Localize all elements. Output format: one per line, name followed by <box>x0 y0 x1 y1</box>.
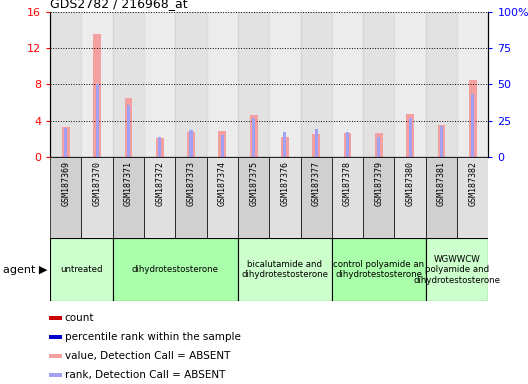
Bar <box>332 12 363 157</box>
Bar <box>238 157 269 238</box>
Bar <box>313 134 320 157</box>
Bar <box>252 118 255 157</box>
Bar <box>471 94 474 157</box>
Bar <box>158 137 161 157</box>
Bar <box>378 137 380 157</box>
Text: agent ▶: agent ▶ <box>3 265 48 275</box>
Bar <box>440 126 443 157</box>
Text: count: count <box>64 313 94 323</box>
Bar <box>50 157 81 238</box>
Bar <box>457 12 488 157</box>
Text: GSM187369: GSM187369 <box>61 161 70 207</box>
Bar <box>332 157 363 238</box>
Bar <box>250 114 258 157</box>
Text: GSM187372: GSM187372 <box>155 161 164 207</box>
Text: GSM187370: GSM187370 <box>92 161 101 207</box>
Bar <box>332 238 426 301</box>
Bar <box>49 354 62 358</box>
Text: GSM187378: GSM187378 <box>343 161 352 207</box>
Bar <box>125 98 133 157</box>
Bar <box>469 80 477 157</box>
Bar <box>363 157 394 238</box>
Bar <box>219 131 226 157</box>
Bar <box>457 157 488 238</box>
Text: GDS2782 / 216968_at: GDS2782 / 216968_at <box>50 0 188 10</box>
Bar <box>394 157 426 238</box>
Bar <box>281 137 289 157</box>
Bar <box>49 372 62 377</box>
Text: GSM187377: GSM187377 <box>312 161 320 207</box>
Bar <box>127 106 130 157</box>
Bar <box>113 238 238 301</box>
Bar <box>156 138 164 157</box>
Bar <box>426 238 488 301</box>
Bar <box>300 12 332 157</box>
Text: GSM187376: GSM187376 <box>280 161 289 207</box>
Bar <box>438 124 445 157</box>
Bar <box>426 157 457 238</box>
Text: GSM187380: GSM187380 <box>406 161 414 207</box>
Bar <box>221 135 224 157</box>
Text: GSM187373: GSM187373 <box>186 161 195 207</box>
Bar <box>344 133 352 157</box>
Text: GSM187379: GSM187379 <box>374 161 383 207</box>
Bar <box>81 12 113 157</box>
Bar <box>375 133 383 157</box>
Text: GSM187375: GSM187375 <box>249 161 258 207</box>
Bar <box>144 157 175 238</box>
Bar <box>187 132 195 157</box>
Text: GSM187381: GSM187381 <box>437 161 446 207</box>
Bar <box>269 157 300 238</box>
Text: bicalutamide and
dihydrotestosterone: bicalutamide and dihydrotestosterone <box>241 260 328 280</box>
Text: GSM187374: GSM187374 <box>218 161 227 207</box>
Text: untreated: untreated <box>60 265 103 274</box>
Bar <box>49 316 62 320</box>
Bar <box>144 12 175 157</box>
Bar <box>64 128 68 157</box>
Bar <box>363 12 394 157</box>
Bar <box>238 238 332 301</box>
Text: value, Detection Call = ABSENT: value, Detection Call = ABSENT <box>64 351 230 361</box>
Bar <box>49 335 62 339</box>
Bar <box>300 157 332 238</box>
Text: GSM187382: GSM187382 <box>468 161 477 207</box>
Bar <box>96 84 99 157</box>
Text: control polyamide an
dihydrotestosterone: control polyamide an dihydrotestosterone <box>333 260 425 280</box>
Bar <box>315 129 318 157</box>
Bar <box>346 132 349 157</box>
Bar <box>394 12 426 157</box>
Bar <box>50 12 81 157</box>
Text: rank, Detection Call = ABSENT: rank, Detection Call = ABSENT <box>64 370 225 380</box>
Bar <box>206 12 238 157</box>
Bar <box>190 130 193 157</box>
Bar <box>284 132 287 157</box>
Bar <box>50 238 113 301</box>
Bar <box>93 34 101 157</box>
Bar <box>426 12 457 157</box>
Text: WGWWCW
polyamide and
dihydrotestosterone: WGWWCW polyamide and dihydrotestosterone <box>413 255 501 285</box>
Bar <box>409 118 412 157</box>
Bar <box>113 157 144 238</box>
Bar <box>206 157 238 238</box>
Text: dihydrotestosterone: dihydrotestosterone <box>132 265 219 274</box>
Text: GSM187371: GSM187371 <box>124 161 133 207</box>
Bar <box>81 157 113 238</box>
Bar <box>269 12 300 157</box>
Bar <box>113 12 144 157</box>
Bar <box>406 114 414 157</box>
Bar <box>62 127 70 157</box>
Text: percentile rank within the sample: percentile rank within the sample <box>64 332 240 342</box>
Bar <box>175 12 206 157</box>
Bar <box>238 12 269 157</box>
Bar <box>175 157 206 238</box>
